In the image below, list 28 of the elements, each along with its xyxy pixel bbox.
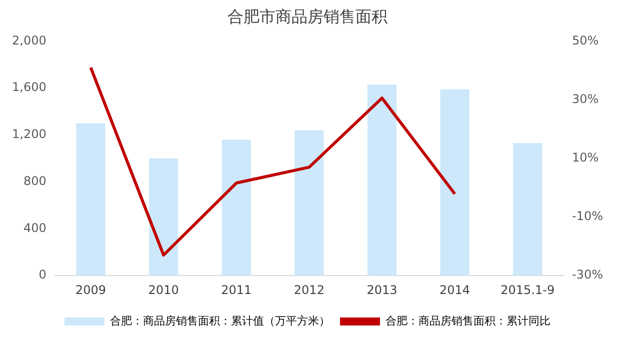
- y2-tick-label: 30%: [572, 92, 599, 106]
- y2-tick-label: -10%: [572, 209, 604, 224]
- y-tick-label: 0: [38, 268, 46, 282]
- x-tick-label: 2009: [75, 282, 106, 297]
- y2-tick-label: 50%: [572, 33, 599, 48]
- x-tick-label: 2010: [148, 282, 179, 297]
- x-tick-label: 2012: [294, 282, 324, 297]
- bar: [149, 158, 178, 276]
- bar: [513, 143, 542, 276]
- y-tick-label: 1,600: [12, 80, 46, 94]
- bar: [440, 89, 470, 276]
- y-tick-label: 2,000: [12, 33, 46, 48]
- y2-tick-label: 10%: [572, 150, 599, 165]
- bar: [367, 84, 397, 276]
- y-tick-label: 800: [23, 174, 46, 188]
- bar: [294, 130, 324, 276]
- legend-label: 合肥：商品房销售面积：累计值（万平方米）: [110, 314, 330, 328]
- x-tick-label: 2013: [366, 282, 398, 297]
- y-tick-label: 1,200: [12, 127, 46, 142]
- x-tick-label: 2014: [440, 282, 470, 297]
- x-tick-label: 2011: [221, 282, 252, 297]
- x-tick-label: 2015.1-9: [500, 282, 555, 297]
- legend-label: 合肥：商品房销售面积：累计同比: [386, 314, 550, 328]
- y-tick-label: 400: [23, 220, 46, 235]
- chart-title: 合肥市商品房销售面积: [228, 6, 388, 26]
- bar: [222, 140, 251, 276]
- bar: [76, 123, 106, 276]
- y2-tick-label: -30%: [572, 268, 604, 282]
